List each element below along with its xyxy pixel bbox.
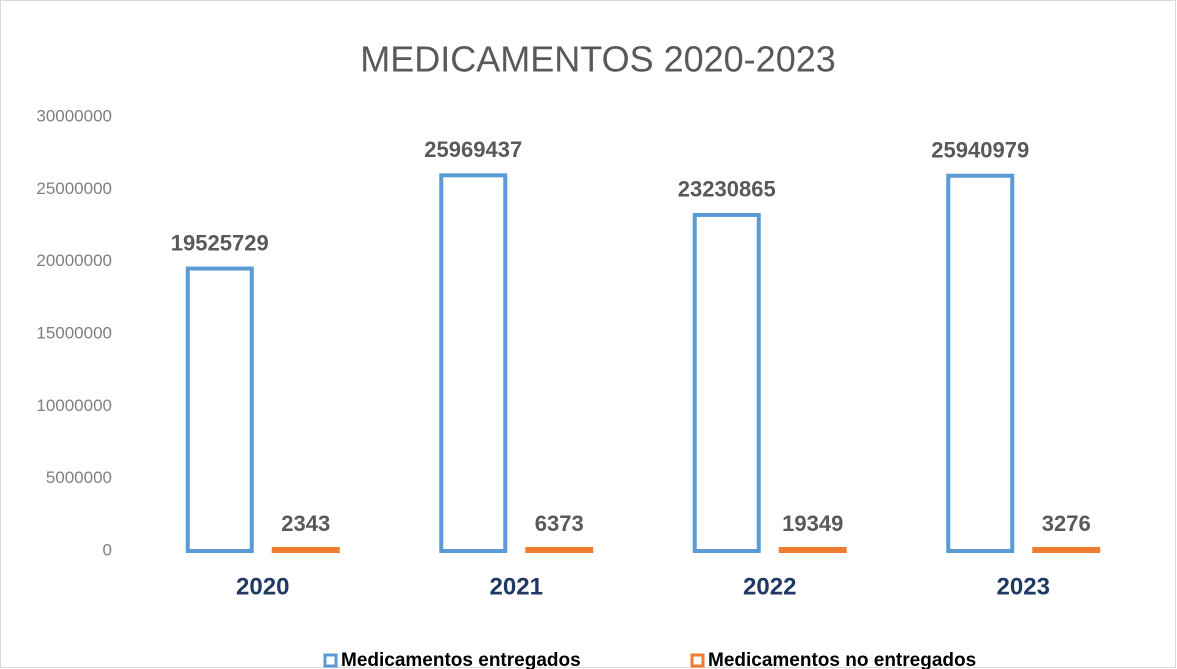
data-label: 19349 (782, 511, 843, 536)
y-tick-label: 5000000 (46, 468, 112, 487)
y-tick-label: 30000000 (36, 106, 112, 125)
bar (692, 212, 761, 553)
x-tick-label: 2020 (236, 573, 289, 600)
bar (946, 173, 1015, 554)
legend-label: Medicamentos entregados (341, 650, 581, 669)
chart-title: MEDICAMENTOS 2020-2023 (360, 39, 836, 80)
x-tick-label: 2023 (997, 573, 1050, 600)
x-tick-label: 2022 (743, 573, 796, 600)
legend-label: Medicamentos no entregados (708, 650, 976, 669)
legend-swatch (690, 653, 705, 668)
x-tick-label: 2021 (490, 573, 543, 600)
bar (185, 266, 254, 553)
y-tick-label: 15000000 (36, 323, 112, 342)
bar (525, 547, 594, 553)
data-label: 2343 (281, 511, 330, 536)
bar (271, 547, 340, 553)
data-label: 25969437 (424, 137, 522, 162)
data-label: 23230865 (678, 177, 776, 202)
bar (1032, 547, 1101, 553)
bar (439, 173, 508, 553)
legend-swatch (323, 653, 338, 668)
data-label: 19525729 (171, 230, 269, 255)
y-tick-label: 0 (103, 540, 112, 559)
y-tick-label: 10000000 (36, 396, 112, 415)
data-label: 25940979 (931, 138, 1029, 163)
data-label: 6373 (535, 511, 584, 536)
bar (778, 547, 847, 553)
y-tick-label: 20000000 (36, 251, 112, 270)
data-label: 3276 (1042, 511, 1091, 536)
y-tick-label: 25000000 (36, 179, 112, 198)
